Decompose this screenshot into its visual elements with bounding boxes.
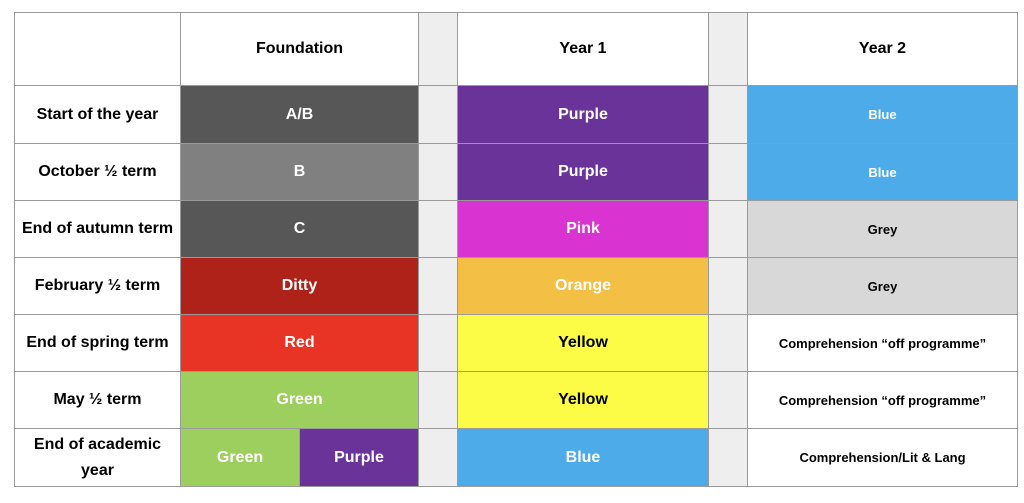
year2-cell: Grey (747, 200, 1018, 258)
foundation-cell: B (180, 143, 419, 201)
table-row: October ½ term B Purple Blue (14, 143, 1018, 201)
year2-cell: Comprehension/Lit & Lang (747, 428, 1018, 487)
table-row: End of autumn term C Pink Grey (14, 200, 1018, 258)
row-label: October ½ term (14, 143, 181, 201)
year2-cell: Comprehension “off programme” (747, 371, 1018, 429)
table-row: End of spring term Red Yellow Comprehens… (14, 314, 1018, 372)
spacer-cell (708, 428, 748, 487)
spacer-cell (708, 12, 748, 86)
foundation-split-left: Green (181, 429, 300, 486)
year1-cell: Purple (457, 143, 709, 201)
foundation-cell: Red (180, 314, 419, 372)
year2-cell: Blue (747, 85, 1018, 144)
foundation-cell: Ditty (180, 257, 419, 315)
year2-cell: Grey (747, 257, 1018, 315)
year2-header: Year 2 (747, 12, 1018, 86)
spacer-cell (708, 143, 748, 201)
spacer-cell (418, 12, 458, 86)
row-label: February ½ term (14, 257, 181, 315)
year1-cell: Orange (457, 257, 709, 315)
foundation-split-right: Purple (300, 429, 418, 486)
year1-header: Year 1 (457, 12, 709, 86)
phonics-progression-table: Foundation Year 1 Year 2 Start of the ye… (14, 12, 1018, 487)
year1-cell: Pink (457, 200, 709, 258)
foundation-cell: C (180, 200, 419, 258)
spacer-cell (708, 200, 748, 258)
table-row: May ½ term Green Yellow Comprehension “o… (14, 371, 1018, 429)
spacer-cell (418, 257, 458, 315)
corner-cell (14, 12, 181, 86)
spacer-cell (708, 314, 748, 372)
foundation-cell: Green (180, 371, 419, 429)
spacer-cell (418, 85, 458, 144)
row-label: Start of the year (14, 85, 181, 144)
spacer-cell (418, 314, 458, 372)
row-label: End of academic year (14, 428, 181, 487)
table-row: February ½ term Ditty Orange Grey (14, 257, 1018, 315)
year1-cell: Purple (457, 85, 709, 144)
spacer-cell (708, 257, 748, 315)
year1-cell: Yellow (457, 371, 709, 429)
year2-cell: Blue (747, 143, 1018, 201)
row-label: May ½ term (14, 371, 181, 429)
spacer-cell (418, 143, 458, 201)
table-row: Start of the year A/B Purple Blue (14, 85, 1018, 144)
row-label: End of spring term (14, 314, 181, 372)
year1-cell: Yellow (457, 314, 709, 372)
spacer-cell (418, 200, 458, 258)
foundation-header: Foundation (180, 12, 419, 86)
foundation-split-cell: Green Purple (180, 428, 419, 487)
foundation-cell: A/B (180, 85, 419, 144)
table-row: End of academic year Green Purple Blue C… (14, 428, 1018, 487)
spacer-cell (708, 371, 748, 429)
spacer-cell (418, 371, 458, 429)
year1-cell: Blue (457, 428, 709, 487)
spacer-cell (708, 85, 748, 144)
year2-cell: Comprehension “off programme” (747, 314, 1018, 372)
header-row: Foundation Year 1 Year 2 (14, 12, 1018, 86)
row-label: End of autumn term (14, 200, 181, 258)
spacer-cell (418, 428, 458, 487)
